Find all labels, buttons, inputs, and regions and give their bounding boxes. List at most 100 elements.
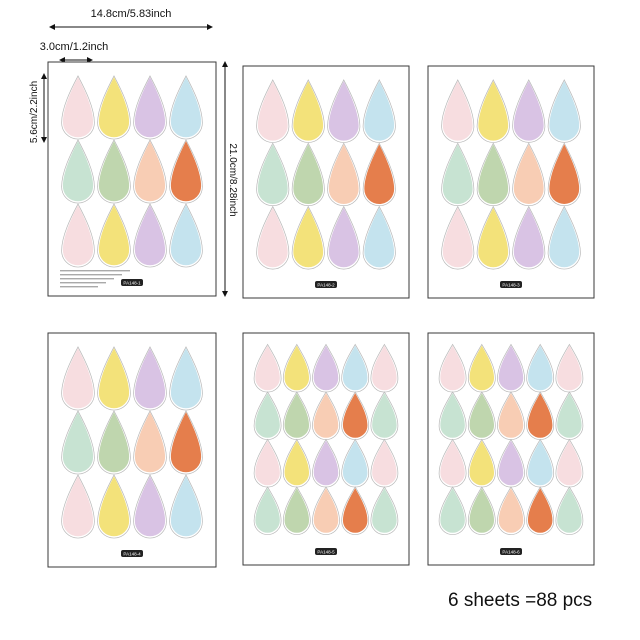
drop-sticker xyxy=(557,488,582,533)
drop-width-dimension: 3.0cm/1.2inch xyxy=(40,41,108,63)
drop-sticker xyxy=(62,412,94,473)
sheet-count-caption: 6 sheets =88 pcs xyxy=(448,590,593,611)
drop-sticker xyxy=(513,207,544,268)
drop-sticker xyxy=(98,412,130,473)
drop-sticker xyxy=(442,81,473,141)
drop-sticker xyxy=(478,81,509,141)
drop-sticker xyxy=(498,345,524,391)
warning-text-line xyxy=(60,278,114,280)
drop-sticker xyxy=(342,393,368,438)
drop-sticker xyxy=(98,141,130,202)
drop-sticker xyxy=(342,345,368,391)
drop-sticker xyxy=(98,476,130,537)
drop-sticker xyxy=(372,488,397,533)
sticker-sheet: PA148-6 xyxy=(427,332,595,566)
drop-sticker xyxy=(284,440,310,486)
drop-sticker xyxy=(284,488,310,533)
drop-sticker xyxy=(442,207,473,268)
drop-sticker xyxy=(527,393,553,438)
drop-sticker xyxy=(255,440,280,486)
drop-sticker xyxy=(498,440,524,486)
drop-sticker xyxy=(527,345,553,391)
drop-sticker xyxy=(170,348,202,409)
drop-sticker xyxy=(98,348,130,409)
drop-sticker xyxy=(549,207,580,268)
sticker-sheet: PA148-2 xyxy=(242,65,410,299)
drop-sticker xyxy=(469,440,495,486)
drop-height-label: 5.6cm/2.2inch xyxy=(29,81,40,143)
drop-sticker xyxy=(342,488,368,533)
drop-sticker xyxy=(313,488,339,533)
drop-sticker xyxy=(134,348,166,409)
sticker-sheets: PA148-1 PA148-2 PA148-3 PA148-4 PA148-5 PA148… xyxy=(47,61,595,568)
drop-sticker xyxy=(170,141,202,202)
drop-sticker xyxy=(549,144,580,204)
drop-sticker xyxy=(328,81,359,141)
drop-sticker xyxy=(62,348,94,409)
drop-sticker xyxy=(62,77,94,138)
sheet-code-label: PA148-2 xyxy=(317,282,335,287)
drop-sticker xyxy=(557,440,582,486)
sheet-width-dimension: 14.8cm/5.83inch xyxy=(49,8,213,30)
sheet-code-badge xyxy=(500,281,522,288)
drop-height-dimension: 5.6cm/2.2inch xyxy=(29,73,47,143)
warning-text-line xyxy=(60,286,98,288)
sheet-code-badge xyxy=(121,279,143,286)
sheet-height-dimension: 21.0cm/8.28inch xyxy=(222,61,238,297)
warning-text-line xyxy=(60,282,106,284)
drop-sticker xyxy=(478,144,509,204)
drop-sticker xyxy=(372,345,397,391)
drop-sticker xyxy=(469,345,495,391)
sheet-code-label: PA148-1 xyxy=(123,280,141,285)
drop-sticker xyxy=(134,141,166,202)
drop-sticker xyxy=(62,205,94,266)
sheet-code-badge xyxy=(121,550,143,557)
drop-sticker xyxy=(372,440,397,486)
drop-sticker xyxy=(284,393,310,438)
drop-sticker xyxy=(257,144,288,204)
drop-sticker xyxy=(293,81,324,141)
drop-sticker xyxy=(284,345,310,391)
sheet-code-label: PA148-3 xyxy=(502,282,520,287)
drop-sticker xyxy=(134,205,166,266)
sticker-sheet: PA148-1 xyxy=(47,61,217,297)
drop-width-label: 3.0cm/1.2inch xyxy=(40,41,108,53)
sheet-height-label: 21.0cm/8.28inch xyxy=(227,143,238,216)
drop-sticker xyxy=(364,207,395,268)
drop-sticker xyxy=(313,345,339,391)
sticker-sheet: PA148-4 xyxy=(47,332,217,568)
drop-sticker xyxy=(342,440,368,486)
drop-sticker xyxy=(134,77,166,138)
drop-sticker xyxy=(313,393,339,438)
drop-sticker xyxy=(98,77,130,138)
drop-sticker xyxy=(478,207,509,268)
drop-sticker xyxy=(513,81,544,141)
drop-sticker xyxy=(328,144,359,204)
drop-sticker xyxy=(170,412,202,473)
sheet-code-label: PA148-6 xyxy=(502,549,520,554)
sheet-code-badge xyxy=(500,548,522,555)
drop-sticker xyxy=(313,440,339,486)
drop-sticker xyxy=(440,393,465,438)
drop-sticker xyxy=(134,412,166,473)
drop-sticker xyxy=(469,488,495,533)
drop-sticker xyxy=(498,393,524,438)
drop-sticker xyxy=(257,207,288,268)
drop-sticker xyxy=(469,393,495,438)
sticker-sheet: PA148-3 xyxy=(427,65,595,299)
sticker-sheet: PA148-5 xyxy=(242,332,410,566)
drop-sticker xyxy=(62,141,94,202)
drop-sticker xyxy=(255,393,280,438)
drop-sticker xyxy=(513,144,544,204)
drop-sticker xyxy=(372,393,397,438)
drop-sticker xyxy=(293,207,324,268)
drop-sticker xyxy=(328,207,359,268)
sheet-width-label: 14.8cm/5.83inch xyxy=(91,8,172,20)
drop-sticker xyxy=(255,345,280,391)
drop-sticker xyxy=(442,144,473,204)
drop-sticker xyxy=(440,345,465,391)
drop-sticker xyxy=(293,144,324,204)
drop-sticker xyxy=(527,440,553,486)
drop-sticker xyxy=(498,488,524,533)
drop-sticker xyxy=(364,144,395,204)
